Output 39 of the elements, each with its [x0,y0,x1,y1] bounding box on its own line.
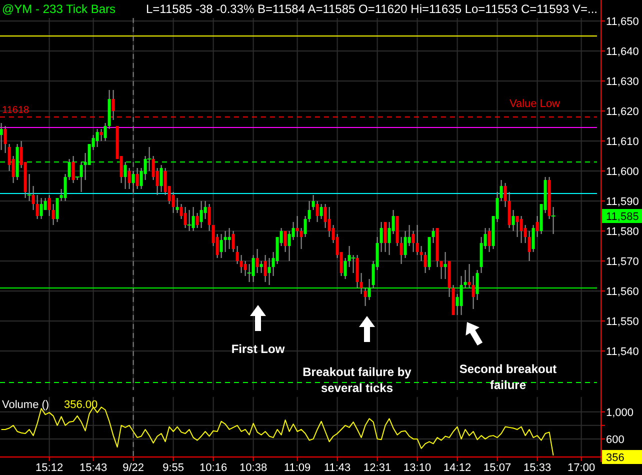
x-tick-label: 17:00 [568,462,596,474]
x-tick-label: 15:33 [524,462,552,474]
y-tick-label: 11,550 [606,316,639,328]
y-tick-label: 1,000 [606,406,634,419]
chart-title: @YM - 233 Tick Bars [2,2,116,16]
y-tick-label: 11,600 [606,166,639,178]
x-tick-label: 13:10 [404,462,432,474]
x-tick-label: 10:16 [200,462,228,474]
y-tick-label: 11,570 [606,256,639,268]
y-tick-label: 11,650 [606,16,639,28]
ref-line-label: Value Low [509,98,560,110]
y-tick-label: 11,640 [606,46,639,58]
annotation: 356.00 [64,399,98,411]
annotation: First Low [231,342,286,356]
x-tick-label: 10:38 [240,462,268,474]
annotation: 11,585 [606,211,639,223]
y-tick-label: 11,560 [606,286,639,298]
y-tick-label: 600 [606,434,624,446]
y-tick-label: 11,590 [606,196,639,208]
x-tick-label: 11:09 [284,462,311,474]
annotation: Second breakout failure [459,362,557,392]
y-tick-label: 11,630 [606,76,639,88]
chart-subtitle: L=11585 -38 -0.33% B=11584 A=11585 O=11620 Hi=11635 Lo=11553 C=11593 V=... [146,2,598,16]
x-tick-label: 15:12 [36,462,64,474]
x-tick-label: 11:43 [324,462,351,474]
chart-title: Volume () [2,399,50,411]
y-tick-label: 11,620 [606,106,639,118]
annotation: Breakout failure by several ticks [302,365,412,395]
text: 356 [606,452,624,464]
y-tick-label: 11,540 [606,346,639,358]
x-tick-label: 9/22 [122,462,144,474]
y-tick-label: 11,610 [606,136,639,148]
x-tick-label: 12:31 [364,462,392,474]
x-tick-label: 14:12 [444,462,472,474]
annotation: 11618 [2,105,30,116]
x-tick-label: 9:55 [162,462,184,474]
x-tick-label: 15:07 [484,462,512,474]
y-tick-label: 11,580 [606,226,639,238]
x-tick-label: 15:43 [80,462,108,474]
